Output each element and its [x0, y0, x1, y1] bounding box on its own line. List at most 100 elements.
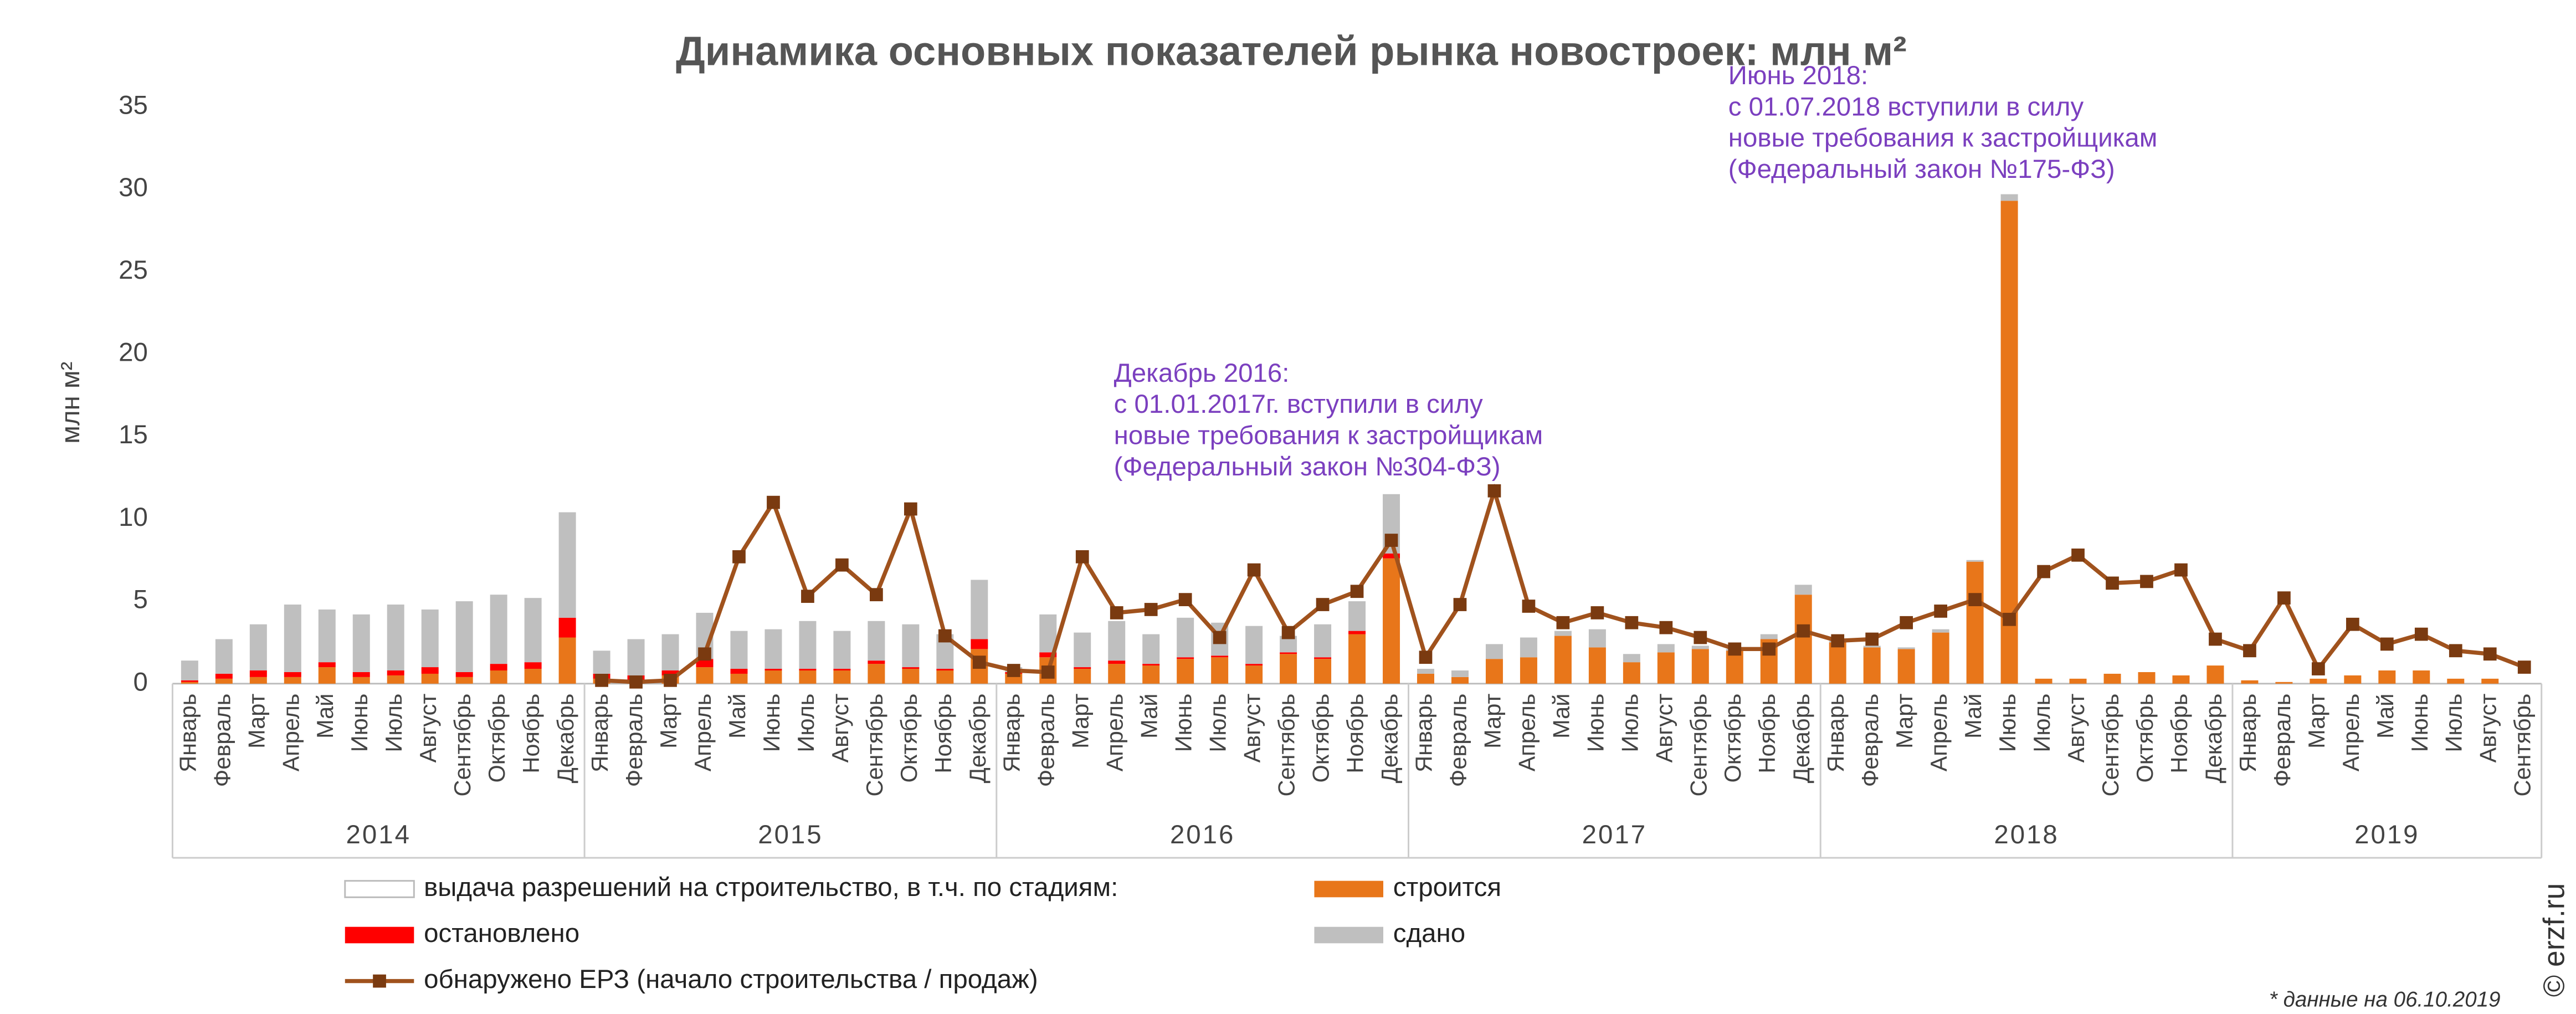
x-tick-label: Март	[655, 694, 681, 749]
bar-segment	[1897, 649, 1915, 684]
bar-segment	[284, 605, 301, 672]
x-tick-label: Август	[415, 694, 441, 763]
x-group-label: 2017	[1582, 820, 1647, 849]
line-marker	[1762, 642, 1776, 656]
legend-label: остановлено	[424, 919, 579, 948]
bar-segment	[1794, 595, 1812, 684]
line-marker	[1041, 665, 1055, 679]
legend-swatch	[344, 880, 415, 898]
x-tick-label: Сентябрь	[1685, 694, 1711, 797]
bar-segment	[490, 595, 507, 664]
bar-segment	[352, 672, 370, 677]
bar-segment	[902, 669, 920, 684]
bar-segment	[1485, 644, 1503, 659]
x-tick-label: Январь	[1823, 694, 1849, 772]
line-marker	[1350, 585, 1364, 598]
bar-segment	[1245, 665, 1263, 684]
bar-segment	[1623, 654, 1640, 663]
x-tick-label: Апрель	[1513, 694, 1540, 772]
x-tick-label: Январь	[175, 694, 201, 772]
x-group-label: 2019	[2354, 820, 2419, 849]
line-marker	[1281, 626, 1295, 639]
line-marker	[938, 629, 952, 643]
line-marker	[1728, 642, 1742, 656]
bar-segment	[1451, 677, 1469, 684]
x-tick-label: Сентябрь	[1274, 694, 1300, 797]
line-marker	[767, 495, 780, 509]
bar-segment	[1211, 655, 1229, 658]
line-marker	[1075, 550, 1089, 564]
line-marker	[1625, 616, 1639, 629]
y-tick-label: 25	[119, 255, 148, 285]
y-tick-label: 35	[119, 90, 148, 120]
x-tick-label: Март	[1891, 694, 1917, 749]
x-tick-label: Декабрь	[1376, 694, 1402, 783]
bar-segment	[593, 651, 610, 674]
line-marker	[2414, 627, 2428, 641]
bar-segment	[284, 672, 301, 677]
line-marker	[2312, 662, 2325, 675]
x-tick-label: Сентябрь	[2097, 694, 2123, 797]
bar-segment	[1142, 634, 1160, 664]
x-group-label: 2016	[1170, 820, 1235, 849]
bar-segment	[1142, 665, 1160, 684]
bar-segment	[696, 667, 714, 684]
line-marker	[1487, 484, 1501, 498]
bar-segment	[764, 629, 782, 669]
bar-segment	[215, 673, 233, 679]
annotation: новые требования к застройщикам	[1728, 124, 2158, 153]
x-tick-label: Октябрь	[2132, 694, 2158, 783]
bar-segment	[1108, 664, 1126, 684]
line-marker	[2106, 576, 2119, 590]
bar-segment	[696, 659, 714, 668]
y-tick-label: 30	[119, 173, 148, 202]
bar-segment	[215, 678, 233, 684]
line-marker	[1865, 632, 1879, 646]
bar-segment	[524, 662, 542, 669]
x-tick-label: Август	[1651, 694, 1677, 763]
bar-segment	[558, 637, 576, 684]
x-group-label: 2018	[1994, 820, 2059, 849]
x-tick-label: Апрель	[690, 694, 716, 772]
bar-segment	[2413, 670, 2430, 684]
line-marker	[1453, 598, 1467, 611]
bar-segment	[2000, 201, 2018, 684]
bar-segment	[799, 670, 817, 684]
bar-segment	[661, 634, 679, 671]
line-marker	[1007, 664, 1020, 677]
bar-segment	[2447, 678, 2465, 684]
line-marker	[1419, 651, 1433, 664]
line-marker	[1934, 605, 1948, 618]
bar-segment	[1657, 644, 1675, 653]
x-tick-label: Ноябрь	[2166, 694, 2192, 774]
line-marker	[972, 655, 986, 669]
bar-segment	[1177, 657, 1194, 659]
x-tick-label: Май	[1960, 694, 1986, 739]
bar-segment	[1245, 664, 1263, 666]
x-tick-label: Июнь	[2406, 694, 2433, 752]
x-tick-label: Ноябрь	[930, 694, 956, 774]
line-marker	[801, 590, 814, 603]
bar-segment	[1211, 657, 1229, 684]
x-tick-label: Март	[2303, 694, 2329, 749]
annotation: с 01.01.2017г. вступили в силу	[1114, 390, 1483, 419]
annotation: с 01.07.2018 вступили в силу	[1728, 92, 2084, 121]
bar-segment	[2000, 194, 2018, 201]
line-marker	[904, 502, 917, 516]
bar-segment	[455, 601, 473, 672]
line-marker	[1247, 563, 1261, 577]
bar-segment	[2035, 678, 2052, 684]
bar-segment	[2172, 675, 2190, 684]
bar-segment	[1966, 560, 1984, 562]
x-tick-label: Июнь	[346, 694, 372, 752]
bar-segment	[1623, 662, 1640, 684]
bar-segment	[215, 639, 233, 674]
legend-swatch	[373, 974, 386, 988]
x-tick-label: Май	[2372, 694, 2398, 739]
bar-segment	[1485, 659, 1503, 684]
bar-segment	[902, 624, 920, 668]
x-tick-label: Декабрь	[2200, 694, 2226, 783]
x-tick-label: Апрель	[2338, 694, 2364, 772]
x-tick-label: Январь	[587, 694, 613, 772]
